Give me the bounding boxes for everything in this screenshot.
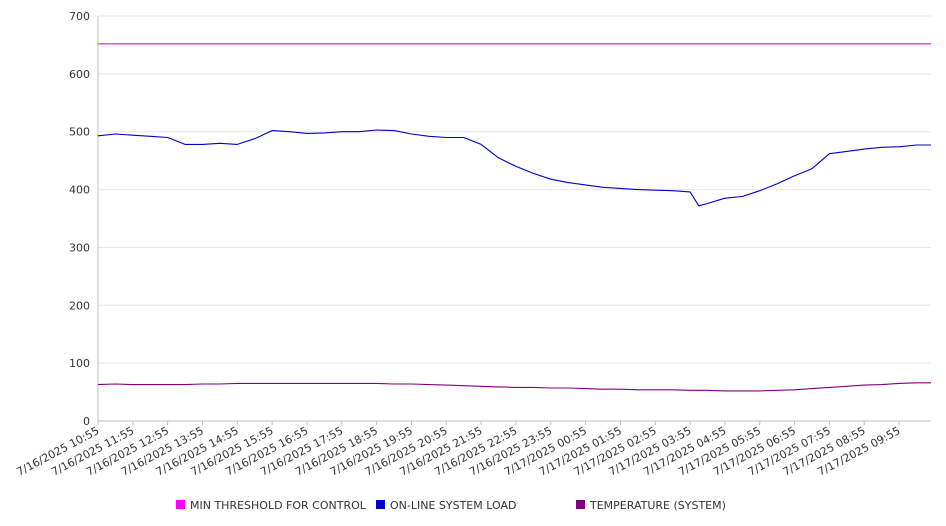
series-line-temperature-system	[97, 382, 931, 392]
legend-label: TEMPERATURE (SYSTEM)	[589, 499, 726, 512]
x-axis-ticks: 7/16/2025 10:557/16/2025 11:557/16/2025 …	[14, 421, 902, 479]
legend-swatch	[176, 500, 185, 509]
y-tick-label: 300	[69, 241, 90, 254]
gridlines	[98, 15, 931, 364]
y-tick-label: 200	[69, 299, 90, 312]
y-tick-label: 500	[69, 126, 90, 139]
axes	[97, 16, 931, 422]
legend-label: MIN THRESHOLD FOR CONTROL	[190, 499, 367, 512]
series-line-on-line-system-load	[97, 129, 931, 207]
y-tick-label: 600	[69, 68, 90, 81]
y-tick-label: 700	[69, 10, 90, 23]
y-tick-label: 100	[69, 357, 90, 370]
legend-swatch	[576, 500, 585, 509]
y-tick-label: 400	[69, 184, 90, 197]
legend-label: ON-LINE SYSTEM LOAD	[390, 499, 516, 512]
series-lines	[97, 43, 931, 392]
y-tick-label: 0	[83, 415, 90, 428]
legend: MIN THRESHOLD FOR CONTROL ON-LINE SYSTEM …	[176, 499, 726, 512]
y-axis-ticks: 0 100 200 300 400 500 600 700	[69, 10, 90, 428]
legend-swatch	[376, 500, 385, 509]
